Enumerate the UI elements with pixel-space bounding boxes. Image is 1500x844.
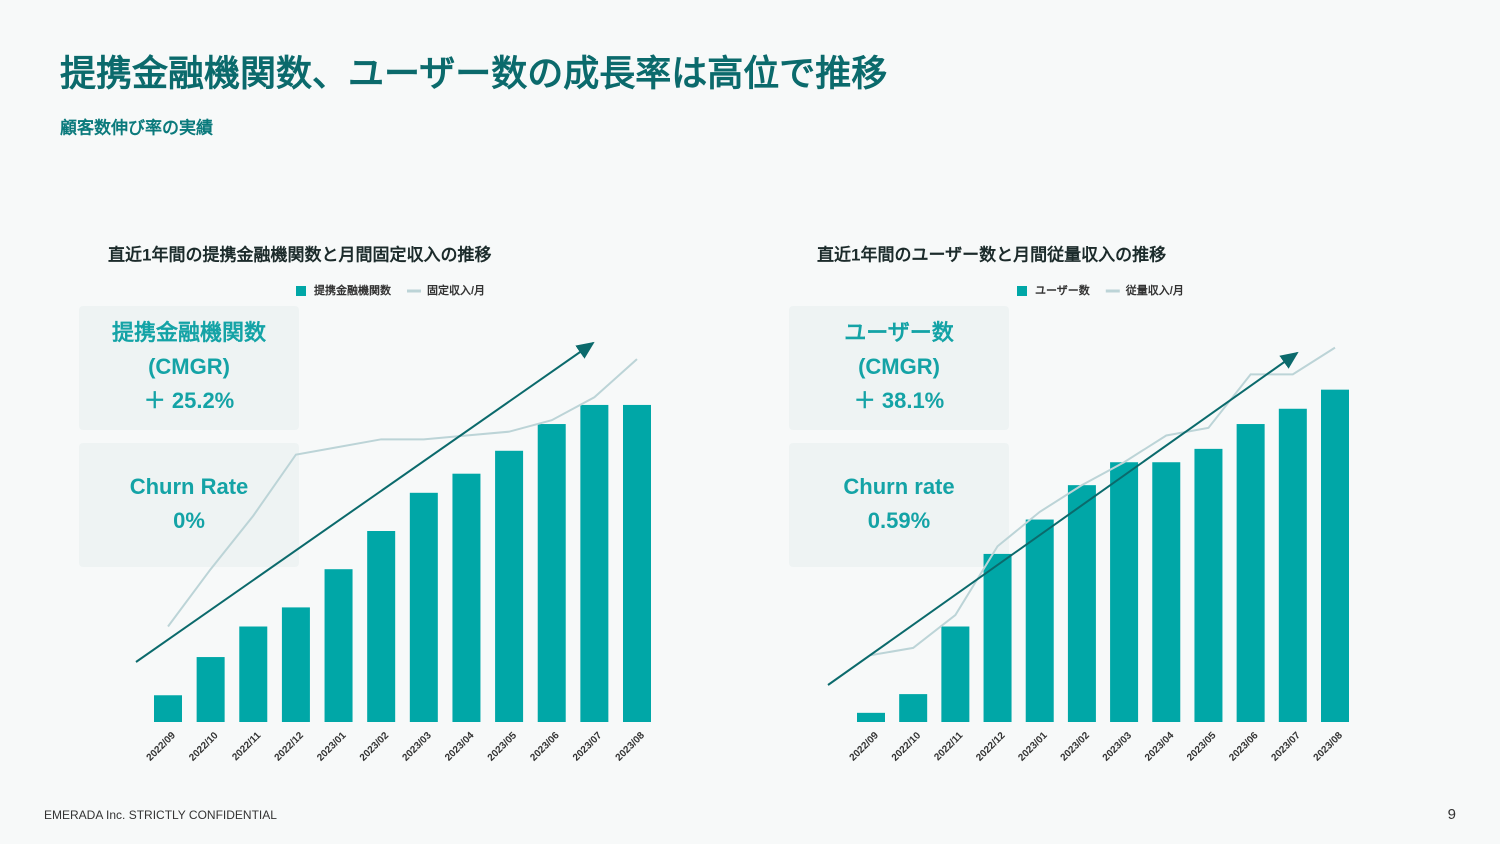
trend-arrow <box>827 351 1299 686</box>
callout-text: ＋ 38.1% <box>854 388 945 413</box>
legend-label: 従量収入/月 <box>1125 283 1184 297</box>
bar <box>495 450 524 722</box>
bar <box>154 695 182 722</box>
callout-text: Churn Rate <box>130 474 249 499</box>
bar <box>1025 519 1054 722</box>
slide-subtitle: 顧客数伸び率の実績 <box>60 117 213 137</box>
slide-title: 提携金融機関数、ユーザー数の成長率は高位で推移 <box>60 53 887 94</box>
bar <box>899 694 928 722</box>
trend-arrow <box>135 341 595 663</box>
bar <box>1194 448 1223 722</box>
legend-swatch <box>296 286 306 296</box>
bar <box>324 569 353 722</box>
line <box>870 346 1336 657</box>
callout-text: 0.59% <box>868 508 930 533</box>
bar <box>239 626 268 722</box>
bar <box>1152 462 1181 722</box>
legend-label: 固定収入/月 <box>427 283 485 297</box>
bar <box>1110 462 1139 722</box>
footer: EMERADA Inc. STRICTLY CONFIDENTIAL <box>44 808 277 822</box>
bar <box>281 607 310 722</box>
callout-box <box>79 443 299 567</box>
bar <box>941 626 970 722</box>
callout-text: (CMGR) <box>148 354 230 379</box>
legend-label: 提携金融機関数 <box>314 283 392 297</box>
callout-text: ユーザー数 <box>844 320 955 345</box>
bar <box>1236 424 1265 722</box>
callout-text: ＋ 25.2% <box>144 388 235 413</box>
line <box>167 358 638 628</box>
page-number: 9 <box>1448 806 1456 823</box>
bar <box>196 657 225 722</box>
callout-box <box>789 443 1009 567</box>
bar <box>452 473 481 722</box>
bar <box>857 712 885 722</box>
legend-label: ユーザー数 <box>1035 283 1091 297</box>
bar <box>580 404 609 722</box>
chart-title: 直近1年間の提携金融機関数と月間固定収入の推移 <box>108 244 491 264</box>
bar <box>983 553 1012 722</box>
bar <box>1067 485 1096 722</box>
callout-text: 提携金融機関数 <box>112 320 267 345</box>
callout-box <box>79 306 299 430</box>
callout-text: (CMGR) <box>858 354 940 379</box>
bar <box>623 404 651 722</box>
bar <box>367 531 396 722</box>
chart-title: 直近1年間のユーザー数と月間従量収入の推移 <box>817 244 1166 264</box>
callout-box <box>789 306 1009 430</box>
bar <box>1278 408 1307 722</box>
callout-text: 0% <box>173 508 205 533</box>
bar <box>409 492 438 722</box>
callout-text: Churn rate <box>843 474 954 499</box>
bar <box>1321 389 1349 722</box>
legend-swatch <box>1017 286 1027 296</box>
bar <box>537 424 566 722</box>
